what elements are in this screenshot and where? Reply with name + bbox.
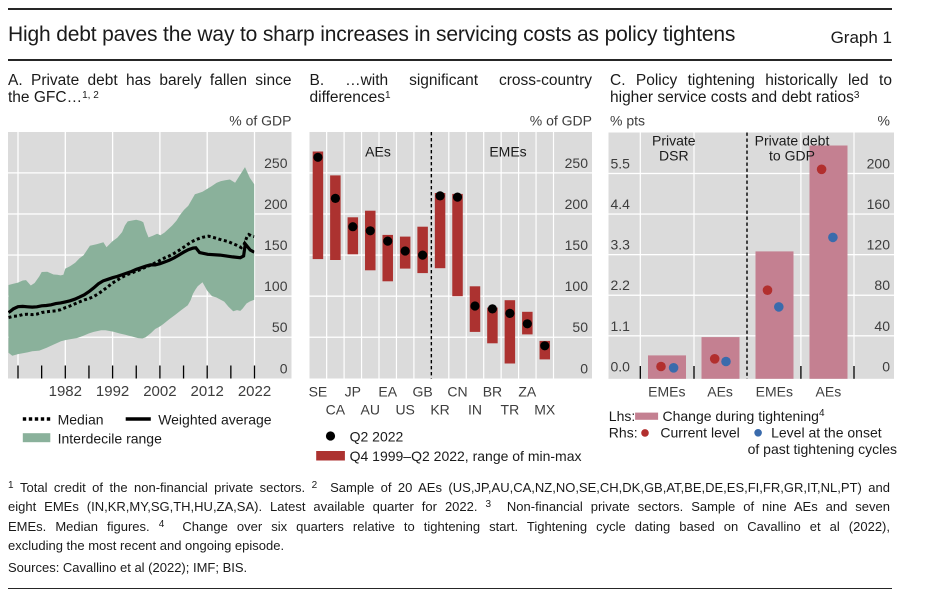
- svg-text:SE: SE: [309, 384, 328, 400]
- svg-text:0: 0: [280, 360, 288, 376]
- svg-text:% of GDP: % of GDP: [530, 113, 592, 129]
- svg-text:1982: 1982: [49, 383, 82, 400]
- svg-text:% pts: % pts: [610, 113, 645, 129]
- svg-text:100: 100: [565, 278, 589, 294]
- svg-text:Q2 2022: Q2 2022: [350, 429, 404, 445]
- svg-text:AEs: AEs: [365, 144, 391, 160]
- svg-text:50: 50: [272, 319, 288, 335]
- svg-text:Change during tightening4: Change during tightening4: [663, 408, 825, 425]
- svg-text:Q4 1999–Q2 2022, range of min-: Q4 1999–Q2 2022, range of min-max: [350, 448, 582, 464]
- svg-text:80: 80: [874, 277, 890, 293]
- svg-text:100: 100: [264, 278, 288, 294]
- svg-text:Private debt: Private debt: [755, 133, 830, 149]
- svg-text:0: 0: [580, 360, 588, 376]
- svg-text:Median: Median: [58, 412, 104, 428]
- svg-text:EMEs: EMEs: [489, 144, 526, 160]
- svg-text:2002: 2002: [143, 383, 176, 400]
- svg-text:AEs: AEs: [816, 383, 842, 399]
- svg-text:CA: CA: [326, 401, 346, 417]
- svg-text:% of GDP: % of GDP: [229, 113, 291, 129]
- svg-text:Rhs:: Rhs:: [609, 425, 638, 441]
- svg-text:150: 150: [264, 237, 288, 253]
- svg-text:3.3: 3.3: [611, 237, 631, 253]
- svg-text:AU: AU: [361, 401, 380, 417]
- svg-text:5.5: 5.5: [611, 155, 631, 171]
- svg-text:Private: Private: [652, 133, 696, 149]
- svg-text:1.1: 1.1: [611, 318, 631, 334]
- svg-text:to GDP: to GDP: [769, 148, 815, 164]
- svg-text:EA: EA: [378, 384, 397, 400]
- svg-text:4.4: 4.4: [611, 196, 631, 212]
- svg-text:160: 160: [867, 196, 891, 212]
- svg-text:200: 200: [867, 156, 891, 172]
- svg-text:0.0: 0.0: [611, 358, 631, 374]
- svg-text:AEs: AEs: [707, 383, 733, 399]
- svg-text:KR: KR: [430, 401, 449, 417]
- svg-text:Current level: Current level: [660, 425, 739, 441]
- svg-text:0: 0: [882, 358, 890, 374]
- svg-text:250: 250: [565, 155, 589, 171]
- svg-text:2.2: 2.2: [611, 277, 631, 293]
- svg-text:TR: TR: [501, 401, 520, 417]
- svg-text:200: 200: [264, 196, 288, 212]
- svg-text:Weighted average: Weighted average: [158, 412, 272, 428]
- svg-text:US: US: [395, 401, 414, 417]
- svg-text:ZA: ZA: [518, 384, 537, 400]
- svg-text:Level at the onset: Level at the onset: [771, 425, 882, 441]
- svg-text:CN: CN: [447, 384, 467, 400]
- svg-text:2022: 2022: [238, 383, 271, 400]
- svg-text:JP: JP: [345, 384, 361, 400]
- svg-text:40: 40: [874, 318, 890, 334]
- svg-text:200: 200: [565, 196, 589, 212]
- svg-text:150: 150: [565, 237, 589, 253]
- svg-text:EMEs: EMEs: [756, 383, 793, 399]
- svg-text:1992: 1992: [96, 383, 129, 400]
- svg-text:IN: IN: [468, 401, 482, 417]
- svg-text:Interdecile range: Interdecile range: [58, 431, 163, 447]
- svg-text:2012: 2012: [191, 383, 224, 400]
- svg-text:BR: BR: [483, 384, 502, 400]
- svg-text:Lhs:: Lhs:: [609, 408, 635, 424]
- svg-text:DSR: DSR: [659, 148, 689, 164]
- svg-text:%: %: [878, 113, 890, 129]
- svg-text:GB: GB: [413, 384, 433, 400]
- svg-text:50: 50: [572, 319, 588, 335]
- svg-text:120: 120: [867, 237, 891, 253]
- svg-text:of past tightening cycles: of past tightening cycles: [748, 441, 897, 457]
- svg-text:EMEs: EMEs: [648, 383, 685, 399]
- svg-text:250: 250: [264, 155, 288, 171]
- svg-text:MX: MX: [534, 401, 556, 417]
